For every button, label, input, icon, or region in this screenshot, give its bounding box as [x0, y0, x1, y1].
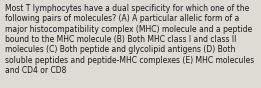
Text: molecules (C) Both peptide and glycolipid antigens (D) Both: molecules (C) Both peptide and glycolipi…: [5, 45, 235, 54]
Text: and CD4 or CD8: and CD4 or CD8: [5, 66, 66, 75]
Text: major histocompatibility complex (MHC) molecule and a peptide: major histocompatibility complex (MHC) m…: [5, 25, 252, 34]
Text: soluble peptides and peptide-MHC complexes (E) MHC molecules: soluble peptides and peptide-MHC complex…: [5, 56, 254, 65]
Text: bound to the MHC molecule (B) Both MHC class I and class II: bound to the MHC molecule (B) Both MHC c…: [5, 35, 236, 44]
Text: following pairs of molecules? (A) A particular allelic form of a: following pairs of molecules? (A) A part…: [5, 14, 239, 23]
Text: Most T lymphocytes have a dual specificity for which one of the: Most T lymphocytes have a dual specifici…: [5, 4, 249, 13]
